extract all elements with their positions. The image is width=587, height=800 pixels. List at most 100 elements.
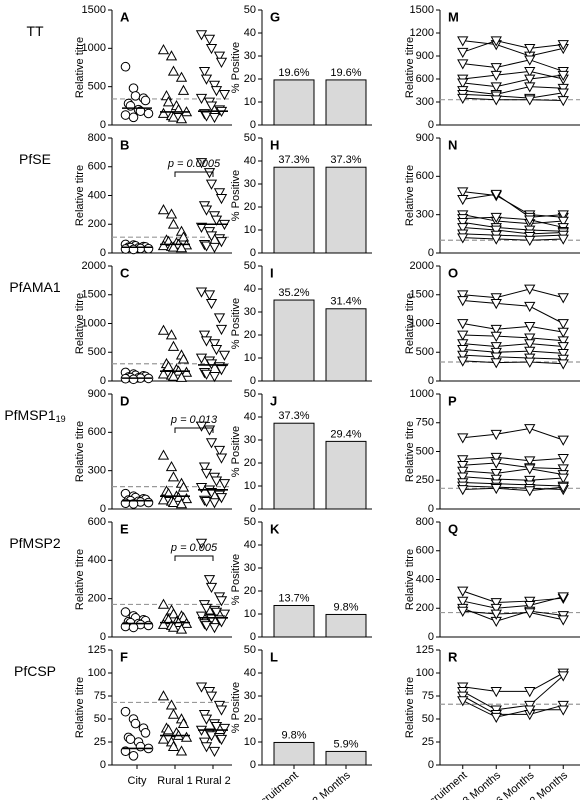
point <box>524 339 536 350</box>
point <box>457 217 469 229</box>
point <box>557 349 569 360</box>
trajectory <box>462 476 564 481</box>
point <box>157 494 170 505</box>
y-tick-label: 2000 <box>82 260 106 272</box>
panel-letter: K <box>270 521 280 536</box>
point <box>177 353 190 364</box>
point <box>557 671 569 682</box>
point <box>128 751 139 761</box>
y-tick-label: 600 <box>88 161 106 173</box>
trajectory <box>462 300 564 324</box>
y-tick-label: 30 <box>244 434 256 446</box>
point <box>457 356 469 367</box>
point <box>524 43 536 55</box>
point <box>457 485 469 496</box>
point <box>490 70 502 81</box>
row-label: TT <box>26 23 44 39</box>
y-axis-label: % Positive <box>230 682 242 733</box>
y-tick-label: 125 <box>416 644 434 656</box>
point <box>524 464 536 475</box>
point <box>205 488 218 499</box>
row-label-name: TT <box>26 23 44 39</box>
bar <box>325 308 367 382</box>
point <box>457 319 469 330</box>
point <box>128 499 139 509</box>
trajectory <box>462 74 564 88</box>
point <box>490 234 502 245</box>
y-tick-label: 900 <box>416 132 434 144</box>
point <box>167 65 180 76</box>
point <box>125 734 136 745</box>
y-axis-label: Relative titre <box>74 165 86 226</box>
point <box>165 50 178 61</box>
trajectory <box>462 226 564 235</box>
trajectory <box>462 456 564 462</box>
point <box>175 745 188 756</box>
point <box>557 210 569 221</box>
trajectory <box>462 193 564 218</box>
trajectory <box>462 590 564 604</box>
point <box>208 339 221 350</box>
y-tick-label: 40 <box>244 411 256 423</box>
y-tick-label: 10 <box>244 736 256 748</box>
row-label-name: PfCSP <box>14 663 56 679</box>
point <box>457 194 469 206</box>
y-tick-label: 0 <box>100 759 106 771</box>
value-label: 37.3% <box>278 410 309 422</box>
y-tick-label: 50 <box>244 644 256 656</box>
point <box>457 47 469 58</box>
point <box>457 78 469 89</box>
point <box>167 241 180 252</box>
y-tick-label: 50 <box>94 713 106 725</box>
point <box>457 606 469 617</box>
point <box>557 40 569 51</box>
point <box>557 342 569 353</box>
y-axis-label: Relative titre <box>404 549 416 610</box>
point <box>208 746 221 758</box>
point <box>490 469 502 480</box>
y-tick-label: 0 <box>428 503 434 515</box>
panel-letter: B <box>120 137 129 152</box>
y-tick-label: 0 <box>428 631 434 643</box>
bar <box>325 79 367 126</box>
point <box>215 734 228 746</box>
point <box>205 299 218 310</box>
bar <box>273 741 315 766</box>
point <box>213 188 226 199</box>
point <box>177 84 190 95</box>
trajectory <box>462 86 564 95</box>
point <box>457 290 469 301</box>
point <box>205 231 218 242</box>
y-tick-label: 50 <box>244 4 256 16</box>
point <box>205 101 218 112</box>
trajectory <box>462 288 564 299</box>
point <box>524 322 536 333</box>
panel-letter: P <box>448 393 457 408</box>
x-tick-label: At recruitment <box>409 769 469 800</box>
point <box>213 445 226 457</box>
trajectory <box>462 695 564 715</box>
y-tick-label: 0 <box>428 375 434 387</box>
point <box>557 327 569 338</box>
point <box>167 740 180 751</box>
point <box>215 453 228 464</box>
panel-letter: E <box>120 521 129 536</box>
point <box>205 179 218 190</box>
significance-bracket <box>174 555 214 561</box>
row-label: PfAMA1 <box>9 279 61 295</box>
value-label: 13.7% <box>278 592 309 604</box>
y-tick-label: 500 <box>416 346 434 358</box>
y-axis-label: % Positive <box>230 426 242 477</box>
point <box>167 370 180 381</box>
point <box>524 357 536 368</box>
y-tick-label: 0 <box>428 759 434 771</box>
point <box>203 168 216 179</box>
y-tick-label: 25 <box>94 736 106 748</box>
bar <box>273 299 315 382</box>
point <box>490 293 502 304</box>
point <box>524 687 536 698</box>
y-tick-label: 900 <box>416 50 434 62</box>
point <box>167 340 180 351</box>
y-tick-label: 750 <box>416 417 434 429</box>
